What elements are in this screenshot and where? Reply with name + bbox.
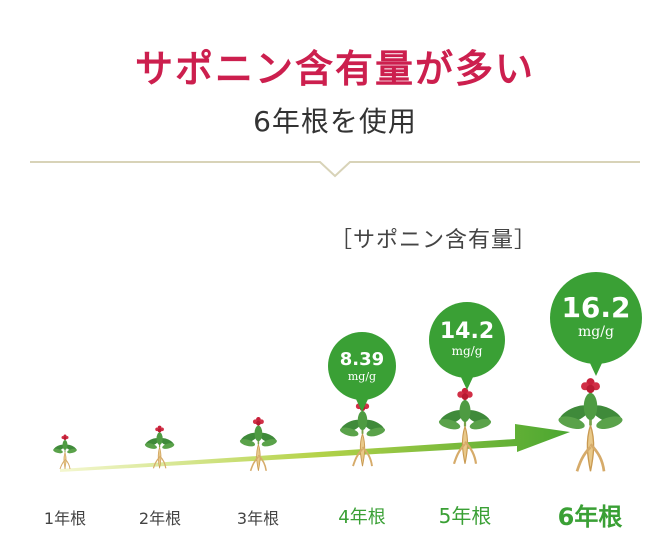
chart-title: ［サポニン含有量］ — [330, 228, 538, 253]
year-label-3: 3年根 — [236, 509, 280, 528]
bubble-value: 14.2 — [439, 319, 495, 345]
page-subtitle: 6年根を使用 — [253, 105, 417, 138]
bubble-unit: mg/g — [578, 323, 614, 340]
value-bubble-2: 14.2 mg/g — [419, 302, 515, 392]
ginseng-plant-2 — [141, 420, 178, 474]
bubble-unit: mg/g — [451, 344, 483, 359]
divider-line — [30, 161, 640, 178]
ginseng-plant-5 — [432, 378, 498, 470]
value-bubble-3: 16.2 mg/g — [540, 272, 652, 378]
year-label-4: 4年根 — [338, 507, 386, 528]
value-bubble-1: 8.39 mg/g — [318, 332, 406, 414]
bubble-value: 16.2 — [561, 291, 631, 325]
bubble-unit: mg/g — [347, 369, 377, 383]
bubble-value: 8.39 — [339, 348, 385, 370]
ginseng-plant-3 — [235, 410, 282, 476]
ginseng-plant-1 — [50, 430, 80, 474]
year-label-5: 5年根 — [438, 504, 492, 528]
year-label-6: 6年根 — [557, 503, 623, 531]
ginseng-plant-6 — [550, 366, 631, 478]
year-label-2: 2年根 — [138, 509, 182, 528]
page-title: サポニン含有量が多い — [134, 47, 535, 91]
year-label-1: 1年根 — [43, 509, 87, 528]
